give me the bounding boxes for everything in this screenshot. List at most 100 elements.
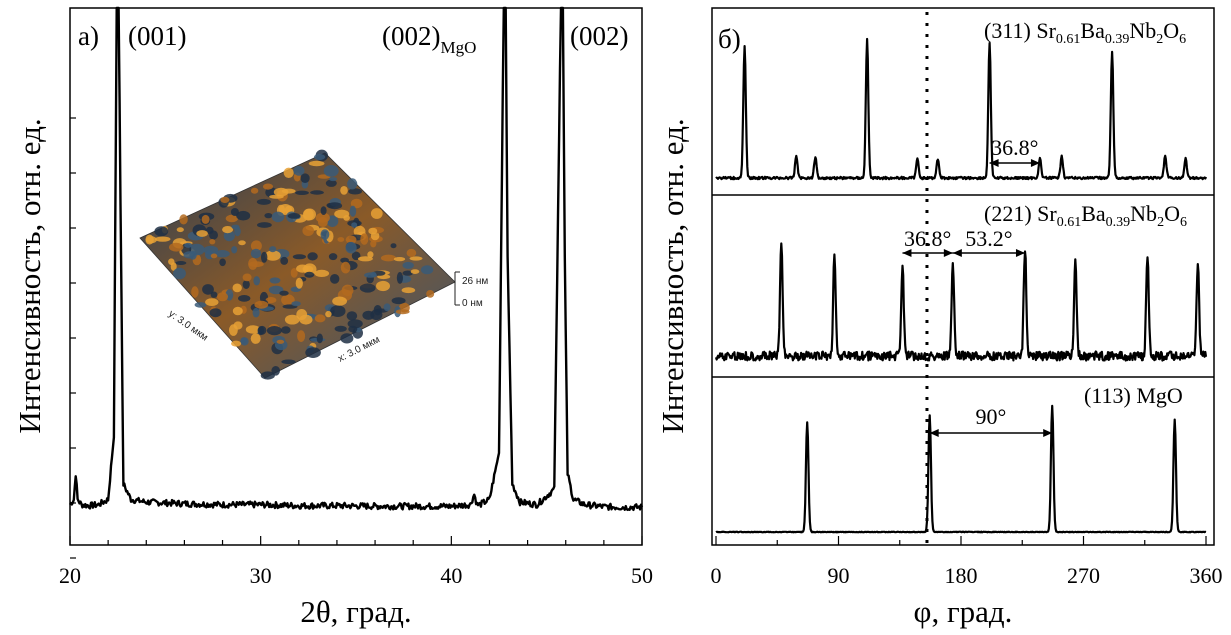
subplot-113-title: (113) MgO <box>1084 383 1183 408</box>
afm-grain <box>345 235 357 244</box>
afm-grain <box>283 167 294 178</box>
afm-grain <box>291 301 301 307</box>
x-tick-label: 30 <box>250 563 272 588</box>
afm-grain <box>169 242 184 252</box>
panel-a-x-axis-title: 2θ, град. <box>300 594 411 629</box>
arrow-head <box>943 249 953 257</box>
afm-grain <box>242 273 252 282</box>
afm-grain <box>391 297 406 305</box>
afm-grain <box>295 190 309 195</box>
x-tick-label: 20 <box>59 563 81 588</box>
afm-grain <box>265 250 281 261</box>
afm-y-size: y: 3.0 мкм <box>166 308 210 343</box>
afm-grain <box>194 302 207 308</box>
afm-grain <box>269 277 281 284</box>
afm-grain <box>310 190 324 195</box>
afm-grain <box>370 208 383 219</box>
afm-grain <box>232 283 242 293</box>
afm-grain <box>313 154 326 160</box>
x-tick-label: 50 <box>631 563 653 588</box>
afm-grain <box>320 206 327 216</box>
afm-grain <box>231 246 238 254</box>
afm-grain <box>250 333 261 344</box>
afm-grain <box>268 285 284 295</box>
afm-grain <box>330 305 346 317</box>
afm-grain <box>395 309 410 315</box>
afm-grain <box>297 330 306 342</box>
afm-grain <box>205 298 219 306</box>
afm-grain <box>242 280 250 289</box>
afm-grain <box>173 267 186 280</box>
panel-b-y-axis-title: Интенсивность, отн. ед. <box>655 118 690 433</box>
afm-grain <box>314 314 326 323</box>
afm-grain <box>340 261 351 274</box>
afm-grain <box>323 165 339 177</box>
afm-grain <box>257 222 272 228</box>
afm-grain <box>257 326 265 336</box>
afm-grain <box>284 314 300 325</box>
arrow-head <box>929 429 939 437</box>
afm-grain <box>409 256 423 261</box>
afm-grain <box>271 366 281 376</box>
afm-grain <box>145 236 157 244</box>
angle-label: 90° <box>976 404 1007 429</box>
afm-grain <box>320 229 330 240</box>
afm-grain <box>362 310 375 320</box>
angle-label: 36.8° <box>904 226 951 251</box>
afm-grain <box>214 250 230 258</box>
afm-grain <box>340 333 354 344</box>
afm-grain <box>175 261 187 265</box>
afm-grain <box>217 292 228 302</box>
afm-grain <box>345 241 357 254</box>
afm-grain <box>191 286 199 298</box>
afm-grain <box>154 226 169 237</box>
afm-grain <box>348 188 362 195</box>
afm-grain <box>426 290 435 298</box>
afm-grain <box>238 240 246 246</box>
afm-grain <box>209 230 218 240</box>
afm-grain <box>341 284 354 296</box>
afm-grain <box>176 227 184 233</box>
afm-grain <box>351 251 361 261</box>
afm-grain <box>292 254 306 260</box>
panel-b-x-axis-title: φ, град. <box>914 594 1013 629</box>
afm-grain <box>295 277 303 289</box>
afm-grain <box>280 256 289 265</box>
afm-grain <box>332 296 347 306</box>
arrow-head <box>1043 429 1053 437</box>
afm-grain <box>337 237 345 242</box>
afm-grain <box>390 243 397 249</box>
panel-b-label: б) <box>718 24 741 54</box>
afm-grain <box>248 257 258 270</box>
angle-label: 36.8° <box>991 135 1038 160</box>
afm-grain <box>253 276 260 286</box>
afm-grain <box>250 248 262 259</box>
afm-grain <box>179 214 188 225</box>
afm-grain <box>225 214 239 223</box>
afm-scale-min: 0 нм <box>462 298 483 309</box>
x-tick-label: 270 <box>1067 563 1100 588</box>
afm-grain <box>383 303 391 312</box>
afm-grain <box>402 270 414 276</box>
arrow-head <box>1015 249 1025 257</box>
subplot-221-title: (221) Sr0.61Ba0.39Nb2O6 <box>984 201 1187 230</box>
peak-label-002: (002) <box>570 21 628 51</box>
afm-grain <box>359 283 376 293</box>
afm-grain <box>406 248 417 258</box>
afm-inset: 26 нм 0 нм y: 3.0 мкм x: 3.0 мкм <box>139 149 488 380</box>
peak-label-001: (001) <box>128 21 186 51</box>
afm-grain <box>260 371 275 380</box>
afm-grain <box>183 251 196 259</box>
panel-b-frame <box>711 7 1215 546</box>
afm-grain <box>230 208 239 216</box>
afm-grain <box>252 307 260 318</box>
afm-grain <box>357 256 373 262</box>
afm-grain <box>346 311 358 321</box>
arrow-head <box>1030 159 1040 167</box>
afm-grain <box>402 261 414 269</box>
afm-grain <box>349 205 357 217</box>
afm-grain <box>210 291 218 298</box>
panel-a-y-axis-title: Интенсивность, отн. ед. <box>12 118 47 433</box>
afm-grain <box>325 179 337 187</box>
afm-grain <box>168 258 175 266</box>
